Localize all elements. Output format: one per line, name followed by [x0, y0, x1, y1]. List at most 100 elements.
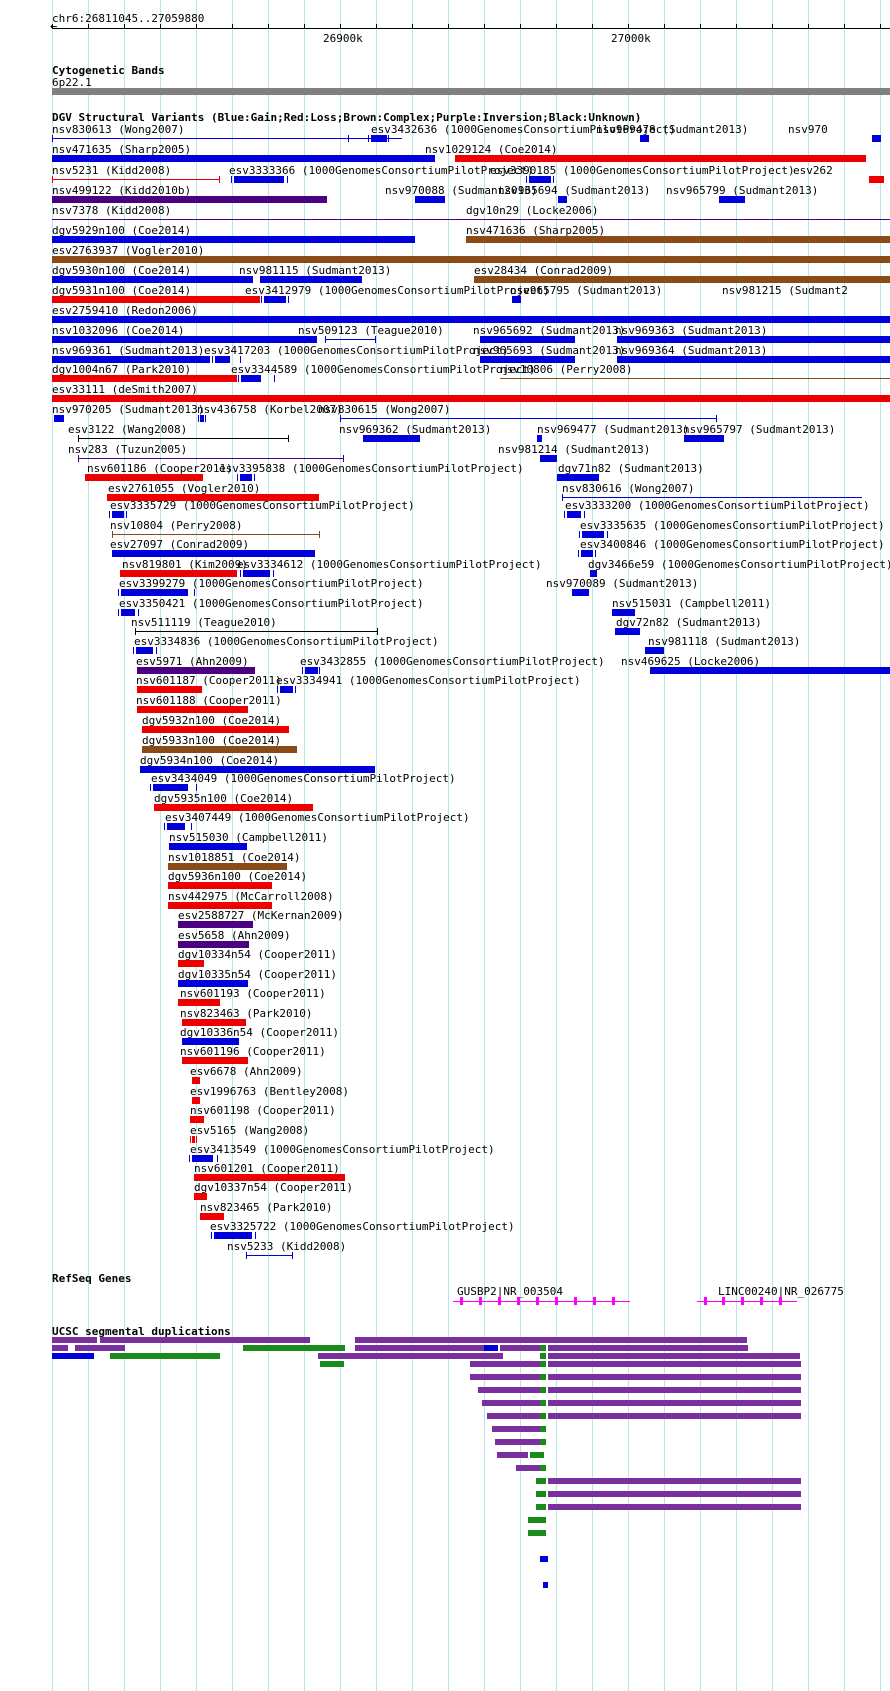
dgv-variant-endcap[interactable] — [277, 686, 278, 693]
segdup-block[interactable] — [690, 1353, 800, 1359]
dgv-variant-label[interactable]: nsv970088 (Sudmant2013) — [385, 184, 538, 197]
segdup-block[interactable] — [470, 1361, 540, 1367]
dgv-variant-label[interactable]: esv5971 (Ahn2009) — [136, 655, 249, 668]
dgv-variant-endcap[interactable] — [261, 296, 262, 303]
dgv-variant-endcap[interactable] — [562, 494, 563, 501]
dgv-variant-bar[interactable] — [557, 474, 599, 481]
segdup-block[interactable] — [548, 1345, 748, 1351]
dgv-variant-endcap[interactable] — [217, 1155, 218, 1162]
dgv-variant-bar[interactable] — [241, 375, 261, 382]
dgv-variant-endcap[interactable] — [716, 415, 717, 422]
refseq-gene-exon[interactable] — [574, 1297, 577, 1305]
dgv-variant-endcap[interactable] — [190, 1136, 191, 1143]
segdup-block[interactable] — [487, 1413, 540, 1419]
dgv-variant-label[interactable]: esv3400846 (1000GenomesConsortiumPilotPr… — [580, 538, 885, 551]
dgv-variant-bar[interactable] — [52, 356, 210, 363]
dgv-variant-label[interactable]: nsv5233 (Kidd2008) — [227, 1240, 347, 1253]
dgv-variant-bar[interactable] — [590, 570, 597, 577]
dgv-variant-label[interactable]: esv3122 (Wang2008) — [68, 423, 188, 436]
dgv-variant-bar[interactable] — [54, 415, 64, 422]
dgv-variant-bar[interactable] — [52, 375, 237, 382]
refseq-gene-exon[interactable] — [612, 1297, 615, 1305]
dgv-variant-bar[interactable] — [142, 726, 289, 733]
dgv-variant-label[interactable]: esv2761055 (Vogler2010) — [108, 482, 261, 495]
dgv-variant-label[interactable]: dgv5936n100 (Coe2014) — [168, 870, 308, 883]
refseq-gene-exon[interactable] — [498, 1297, 501, 1305]
dgv-variant-line[interactable] — [340, 418, 716, 419]
dgv-variant-endcap[interactable] — [238, 375, 239, 382]
refseq-gene-exon[interactable] — [722, 1297, 725, 1305]
dgv-variant-bar[interactable] — [474, 276, 890, 283]
dgv-variant-bar[interactable] — [480, 356, 575, 363]
dgv-variant-bar[interactable] — [363, 435, 420, 442]
segdup-block[interactable] — [516, 1465, 540, 1471]
dgv-variant-bar[interactable] — [190, 1116, 204, 1123]
dgv-variant-label[interactable]: dgv72n82 (Sudmant2013) — [616, 616, 762, 629]
dgv-variant-label[interactable]: dgv5931n100 (Coe2014) — [52, 284, 192, 297]
dgv-variant-endcap[interactable] — [219, 176, 220, 183]
dgv-variant-label[interactable]: nsv970 — [788, 123, 828, 136]
segdup-block[interactable] — [52, 1345, 68, 1351]
dgv-variant-label[interactable]: esv27097 (Conrad2009) — [110, 538, 250, 551]
dgv-variant-label[interactable]: esv3350421 (1000GenomesConsortiumPilotPr… — [119, 597, 424, 610]
segdup-block[interactable] — [355, 1337, 747, 1343]
dgv-variant-label[interactable]: nsv965795 (Sudmant2013) — [510, 284, 663, 297]
dgv-variant-bar[interactable] — [512, 296, 521, 303]
dgv-variant-bar[interactable] — [52, 336, 317, 343]
dgv-variant-label[interactable]: nsv511119 (Teague2010) — [131, 616, 277, 629]
dgv-variant-bar[interactable] — [192, 1077, 200, 1084]
dgv-variant-label[interactable]: esv3335635 (1000GenomesConsortiumPilotPr… — [580, 519, 885, 532]
dgv-variant-label[interactable]: esv3432636 (1000GenomesConsortiumPilotPr… — [371, 123, 676, 136]
segdup-block[interactable] — [540, 1400, 546, 1406]
dgv-variant-bar[interactable] — [153, 784, 188, 791]
segdup-block[interactable] — [548, 1361, 801, 1367]
dgv-variant-bar[interactable] — [305, 667, 318, 674]
segdup-block[interactable] — [528, 1517, 546, 1523]
dgv-variant-bar[interactable] — [178, 921, 253, 928]
dgv-variant-bar[interactable] — [52, 236, 415, 243]
dgv-variant-bar[interactable] — [178, 999, 220, 1006]
dgv-variant-label[interactable]: nsv965692 (Sudmant2013) — [473, 324, 626, 337]
dgv-variant-bar[interactable] — [52, 395, 890, 402]
dgv-variant-label[interactable]: esv28434 (Conrad2009) — [474, 264, 614, 277]
dgv-variant-endcap[interactable] — [237, 474, 238, 481]
dgv-variant-endcap[interactable] — [325, 336, 326, 343]
dgv-variant-endcap[interactable] — [126, 511, 127, 518]
segdup-block[interactable] — [318, 1353, 503, 1359]
segdup-block[interactable] — [52, 1337, 97, 1343]
dgv-variant-bar[interactable] — [192, 1097, 200, 1104]
dgv-variant-endcap[interactable] — [112, 531, 113, 538]
segdup-block[interactable] — [548, 1478, 801, 1484]
dgv-variant-label[interactable]: nsv969477 (Sudmant2013) — [537, 423, 690, 436]
segdup-block[interactable] — [540, 1353, 546, 1359]
dgv-variant-label[interactable]: nsv471636 (Sharp2005) — [466, 224, 606, 237]
dgv-variant-endcap[interactable] — [198, 415, 199, 422]
dgv-variant-line[interactable] — [500, 378, 890, 379]
dgv-variant-bar[interactable] — [572, 589, 589, 596]
dgv-variant-label[interactable]: nsv601193 (Cooper2011) — [180, 987, 326, 1000]
dgv-variant-endcap[interactable] — [375, 336, 376, 343]
dgv-variant-line[interactable] — [78, 458, 343, 459]
dgv-variant-label[interactable]: esv262 — [793, 164, 833, 177]
dgv-variant-line[interactable] — [325, 339, 375, 340]
segdup-block[interactable] — [540, 1361, 546, 1367]
dgv-variant-label[interactable]: esv3407449 (1000GenomesConsortiumPilotPr… — [165, 811, 470, 824]
dgv-variant-label[interactable]: esv2588727 (McKernan2009) — [178, 909, 344, 922]
dgv-variant-bar[interactable] — [192, 1155, 213, 1162]
dgv-variant-endcap[interactable] — [109, 511, 110, 518]
dgv-variant-label[interactable]: nsv969361 (Sudmant2013) — [52, 344, 205, 357]
dgv-variant-bar[interactable] — [137, 667, 255, 674]
dgv-variant-line[interactable] — [135, 631, 377, 632]
dgv-variant-endcap[interactable] — [52, 135, 53, 142]
dgv-variant-endcap[interactable] — [156, 647, 157, 654]
dgv-variant-line[interactable] — [246, 1255, 292, 1256]
dgv-variant-label[interactable]: nsv1018851 (Coe2014) — [168, 851, 301, 864]
refseq-gene-line[interactable] — [453, 1301, 630, 1302]
dgv-variant-endcap[interactable] — [388, 135, 389, 142]
dgv-variant-bar[interactable] — [52, 155, 435, 162]
dgv-variant-bar[interactable] — [200, 415, 204, 422]
segdup-block[interactable] — [540, 1387, 546, 1393]
dgv-variant-bar[interactable] — [640, 135, 649, 142]
dgv-variant-bar[interactable] — [52, 256, 890, 263]
dgv-variant-endcap[interactable] — [584, 511, 585, 518]
